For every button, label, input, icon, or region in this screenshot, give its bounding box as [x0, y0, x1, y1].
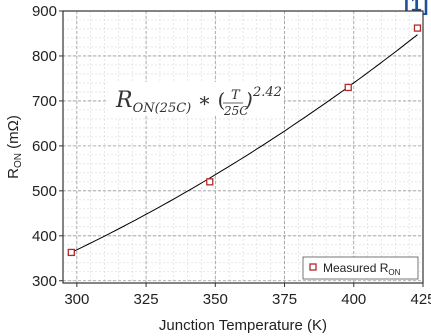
y-tick-label: 500: [32, 183, 57, 200]
x-tick-label: 425: [410, 291, 431, 308]
fit-curve: [71, 34, 418, 253]
formula-op: ∗ (: [191, 88, 225, 112]
x-tick-label: 300: [64, 291, 89, 308]
axis-ticks: 300 325 350 375 400 425 300 400 500 600 700 800 900: [32, 3, 431, 308]
formula-annotation: RON(25C) ∗ ( T 25C ) 2.42: [108, 82, 284, 118]
x-tick-label: 325: [134, 291, 159, 308]
legend: Measured RON: [302, 256, 419, 280]
y-tick-label: 700: [32, 93, 57, 110]
data-point: [413, 24, 422, 32]
data-point: [344, 83, 352, 92]
formula-close: ): [244, 88, 253, 112]
formula-frac-den: 25C: [223, 104, 248, 118]
x-tick-label: 350: [203, 291, 228, 308]
y-axis-title: RON (mΩ): [5, 115, 24, 179]
legend-label: Measured R: [323, 261, 389, 275]
x-axis-title: Junction Temperature (K): [159, 317, 327, 334]
y-tick-label: 300: [32, 273, 57, 290]
data-point: [67, 248, 75, 257]
legend-marker: [309, 263, 317, 271]
x-tick-label: 375: [272, 291, 297, 308]
formula-exp: 2.42: [252, 85, 282, 100]
svg-text:Measured RON: Measured RON: [323, 261, 401, 277]
y-tick-label: 600: [32, 138, 57, 155]
plot-frame: [62, 10, 424, 284]
y-tick-label: 800: [32, 48, 57, 65]
y-tick-label: 900: [32, 3, 57, 20]
svg-text:RON(25C) ∗ (: RON(25C) ∗ (: [115, 88, 225, 116]
formula-base: R: [115, 88, 133, 113]
grid: [63, 10, 424, 283]
y-tick-label: 400: [32, 228, 57, 245]
formula-frac-num: T: [231, 88, 241, 103]
data-point: [206, 178, 214, 186]
data-points: [67, 24, 422, 257]
x-tick-label: 400: [341, 291, 366, 308]
formula-sub: ON(25C): [133, 101, 192, 116]
legend-label-sub: ON: [388, 268, 400, 277]
